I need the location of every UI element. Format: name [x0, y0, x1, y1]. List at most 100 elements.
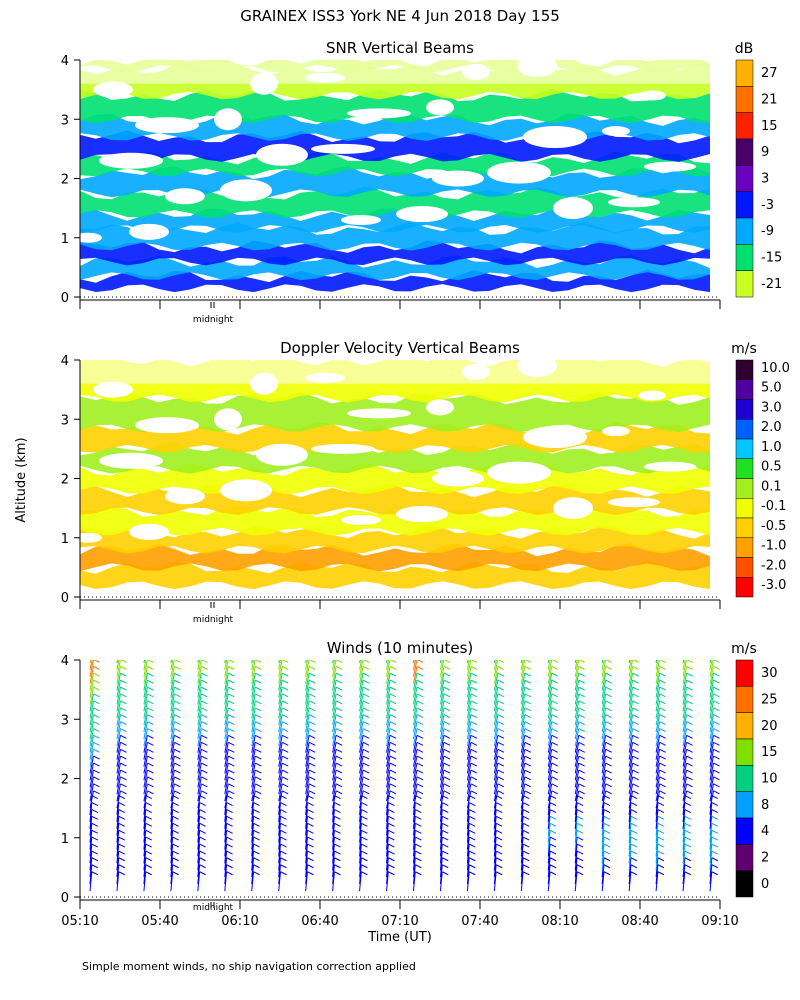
wind-barb	[601, 749, 607, 767]
wind-barb	[305, 680, 310, 698]
wind-barb	[412, 721, 418, 740]
wind-barb-flag	[578, 660, 585, 663]
wind-barb-flag	[498, 639, 504, 642]
wind-barb	[251, 755, 256, 774]
wind-barb	[682, 783, 688, 802]
wind-barb	[682, 823, 686, 843]
wind-barb	[332, 823, 335, 843]
wind-barb	[709, 843, 713, 864]
wind-barb	[170, 843, 174, 864]
wind-barb-flag	[145, 829, 152, 834]
wind-barb-flag	[551, 672, 558, 677]
wind-barb	[547, 783, 553, 802]
wind-barb-flag	[603, 829, 611, 834]
wind-barb	[116, 776, 121, 795]
wind-barb-flag	[309, 646, 315, 649]
wind-barb	[251, 714, 256, 733]
wind-barb-flag	[118, 857, 125, 862]
wind-barb-flag	[578, 783, 585, 788]
wind-barb-flag	[549, 850, 557, 855]
wind-barb-flag	[497, 672, 505, 677]
wind-barb-flag	[497, 679, 505, 684]
wind-barb-flag	[415, 850, 422, 855]
wind-barb	[116, 687, 121, 705]
wind-barb	[143, 742, 148, 760]
wind-barb-flag	[280, 809, 287, 813]
wind-barb	[386, 857, 389, 878]
wind-barb-flag	[468, 836, 476, 841]
wind-barb	[412, 687, 418, 705]
wind-barb	[359, 864, 362, 885]
wind-barb-flag	[443, 686, 451, 691]
wind-barb	[144, 639, 148, 656]
wind-barb-flag	[280, 871, 287, 876]
wind-barb	[574, 660, 577, 664]
wind-barb-flag	[118, 843, 125, 848]
colorbar-label: -21	[761, 277, 782, 292]
wind-barb-flag	[147, 632, 153, 635]
wind-barb	[278, 660, 280, 664]
wind-barb	[601, 857, 605, 878]
wind-barb-flag	[228, 714, 235, 719]
wind-barb-flag	[147, 672, 154, 677]
wind-barb	[574, 762, 580, 781]
wind-barb-flag	[713, 721, 720, 726]
wind-barb-flag	[684, 857, 692, 862]
wind-barb-flag	[307, 815, 314, 820]
wind-barb	[439, 693, 445, 712]
wind-barb-flag	[201, 686, 208, 691]
wind-barb	[197, 700, 202, 719]
wind-barb-flag	[145, 864, 152, 869]
wind-barb	[332, 700, 337, 719]
wind-barb-flag	[576, 843, 584, 848]
wind-barb-flag	[552, 639, 558, 642]
wind-barb-flag	[255, 769, 262, 774]
wind-barb	[143, 749, 148, 767]
wind-barb	[278, 857, 282, 878]
wind-barb	[89, 809, 93, 829]
wind-barb	[520, 721, 526, 740]
wind-barb-flag	[495, 809, 503, 813]
wind-barb-flag	[443, 755, 451, 760]
wind-barb-flag	[118, 829, 125, 834]
wind-barb	[332, 721, 337, 740]
wind-barb-flag	[308, 783, 316, 788]
wind-barb-flag	[174, 707, 181, 712]
wind-barb-flag	[605, 776, 612, 781]
wind-barb	[116, 762, 121, 781]
x-tick-label: 05:10	[61, 914, 98, 929]
wind-barb-flag	[361, 843, 368, 848]
wind-barb	[493, 802, 497, 822]
wind-barb	[628, 857, 632, 878]
wind-barb	[306, 632, 310, 649]
wind-barb	[655, 843, 659, 864]
wind-barb	[493, 776, 499, 795]
wind-barb	[439, 660, 443, 670]
wind-barb	[520, 755, 526, 774]
wind-barb	[251, 809, 255, 829]
wind-barb-flag	[497, 721, 505, 726]
wind-barb	[493, 783, 499, 802]
wind-barb	[628, 660, 632, 670]
wind-barb	[655, 749, 661, 767]
wind-barb	[682, 836, 686, 857]
wind-barb	[412, 742, 418, 760]
wind-barb	[493, 864, 497, 885]
wind-barb-flag	[120, 714, 127, 719]
wind-barb-flag	[524, 721, 532, 726]
wind-barb-flag	[147, 714, 154, 719]
wind-barb-flag	[120, 769, 127, 774]
wind-barb	[279, 632, 283, 649]
colorbar-label: 8	[761, 798, 769, 813]
wind-barb-flag	[660, 646, 666, 649]
wind-barb-flag	[605, 693, 612, 698]
wind-barb	[278, 823, 282, 843]
wind-barb-flag	[362, 748, 370, 753]
wind-barb	[332, 802, 335, 822]
wind-barb-flag	[93, 679, 100, 684]
data-layer	[80, 269, 710, 293]
wind-barb-flag	[468, 857, 476, 862]
wind-barb	[655, 802, 659, 822]
wind-barb-flag	[468, 864, 476, 869]
colorbar-swatch	[735, 686, 754, 713]
